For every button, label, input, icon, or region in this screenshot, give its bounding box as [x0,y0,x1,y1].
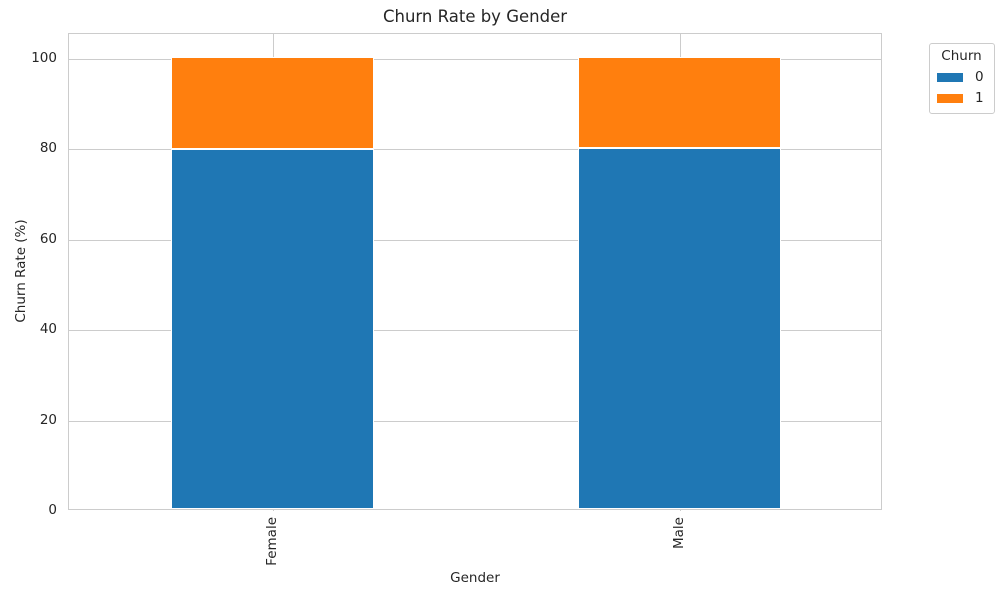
bar-segment-male-churn-0 [577,147,782,509]
legend-swatch-1 [937,94,963,103]
gridline-y-40 [69,330,881,332]
legend-item-0: 0 [937,69,986,86]
chart-title: Churn Rate by Gender [383,7,567,26]
bar-segment-female-churn-0 [170,148,375,509]
gridline-y-80 [69,149,881,151]
bar-segment-female-churn-1 [170,56,375,149]
legend-label: 1 [975,90,984,106]
legend-swatch-0 [937,73,963,82]
y-tick-label: 100 [31,49,57,66]
x-tick-label-male: Male [670,517,687,549]
bar-segment-male-churn-1 [577,56,782,148]
y-tick-label: 40 [39,321,57,338]
y-axis-label: Churn Rate (%) [13,219,29,323]
y-tick-label: 0 [48,502,57,518]
gridline-y-60 [69,239,881,241]
legend-label: 0 [975,69,984,85]
gridline-y-100 [69,58,881,60]
gridline-y-20 [69,420,881,422]
legend-item-1: 1 [937,90,986,107]
y-tick-label: 60 [39,230,57,247]
legend-title: Churn [941,48,982,64]
x-axis-label: Gender [450,570,500,586]
x-tick-label-female: Female [263,517,280,566]
plot-area [68,33,882,511]
y-tick-label: 20 [39,411,57,428]
y-tick-label: 80 [39,140,57,157]
